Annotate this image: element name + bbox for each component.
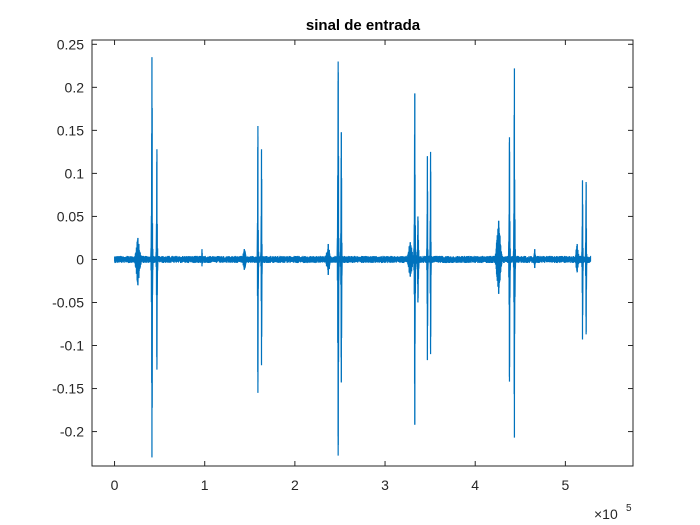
y-tick-label: 0.05 — [57, 208, 84, 224]
x-tick-label: 5 — [561, 477, 569, 493]
y-tick-label: -0.1 — [60, 338, 84, 354]
y-tick-label: 0.15 — [57, 122, 84, 138]
y-axis: 0.25 0.2 0.15 0.1 0.05 0 -0.05 -0.1 -0.15 -0.2 — [52, 36, 633, 440]
x-axis: 0 1 2 3 4 5 — [111, 40, 569, 493]
x-tick-label: 1 — [201, 477, 209, 493]
x-tick-label: 2 — [291, 477, 299, 493]
signal-series-line — [114, 57, 592, 458]
axes-background — [92, 40, 633, 466]
x-axis-multiplier: ×10 5 — [594, 503, 632, 522]
x-tick-label: 0 — [111, 477, 119, 493]
y-tick-label: 0.2 — [65, 79, 85, 95]
chart-title: sinal de entrada — [306, 17, 421, 34]
x-multiplier-exponent: 5 — [626, 503, 632, 514]
y-tick-label: -0.05 — [52, 294, 84, 310]
y-tick-label: 0.25 — [57, 36, 84, 52]
x-tick-label: 3 — [381, 477, 389, 493]
y-tick-label: 0 — [76, 251, 84, 267]
y-tick-label: 0.1 — [65, 165, 85, 181]
x-tick-label: 4 — [471, 477, 479, 493]
y-tick-label: -0.15 — [52, 381, 84, 397]
axes-frame — [91, 39, 634, 467]
plot-area — [91, 39, 634, 467]
x-multiplier-base: ×10 — [594, 506, 618, 522]
y-tick-label: -0.2 — [60, 424, 84, 440]
